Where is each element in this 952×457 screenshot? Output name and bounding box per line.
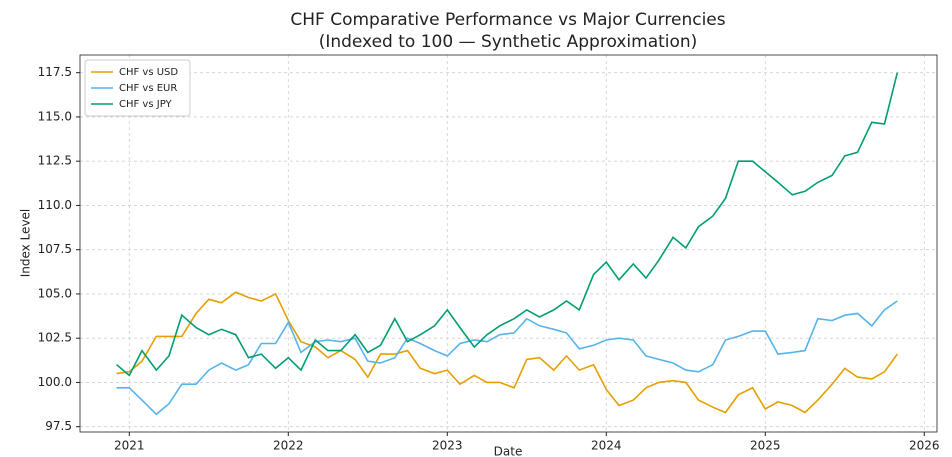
legend-label: CHF vs JPY [119,99,172,110]
y-tick-label: 107.5 [38,242,72,256]
y-tick-label: 112.5 [38,154,72,168]
series-line [116,291,898,414]
x-tick-label: 2022 [273,439,304,453]
x-tick-label: 2023 [432,439,463,453]
y-axis-label: Index Level [19,209,33,278]
y-tick-label: 100.0 [38,375,72,389]
series-line [116,300,898,416]
x-tick-label: 2021 [114,439,145,453]
x-tick-label: 2024 [591,439,622,453]
legend-box [84,59,191,117]
y-tick-label: 105.0 [38,286,72,300]
y-tick-label: 97.5 [45,419,72,433]
x-tick-label: 2026 [909,439,940,453]
y-tick-label: 117.5 [38,65,72,79]
chart-subtitle: (Indexed to 100 — Synthetic Approximatio… [319,32,698,52]
y-tick-label: 102.5 [38,331,72,345]
legend-label: CHF vs USD [119,67,178,78]
y-tick-label: 115.0 [38,109,72,123]
chart-title: CHF Comparative Performance vs Major Cur… [290,10,725,30]
legend-label: CHF vs EUR [119,83,177,94]
plot-frame [79,54,938,433]
y-tick-label: 110.0 [38,198,72,212]
x-tick-label: 2025 [750,439,781,453]
series-line [116,72,899,377]
x-axis-label: Date [494,445,523,457]
